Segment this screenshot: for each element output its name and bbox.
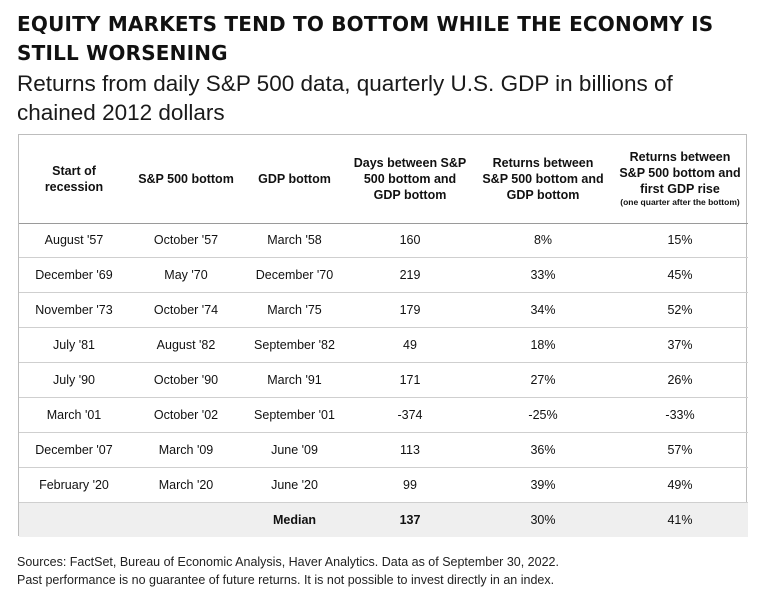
gdp-bottom-cell: June '20 [243, 467, 346, 503]
table-row: December '69 May '70 December '70 219 33% 45% [19, 257, 748, 294]
days-between-cell: 99 [346, 467, 474, 503]
start-of-recession-cell: December '69 [19, 257, 129, 294]
returns-first-gdp-rise-cell: 52% [612, 292, 748, 329]
recession-table: Start of recession S&P 500 bottom GDP bo… [18, 134, 748, 538]
median-returns-first-rise: 41% [612, 502, 748, 538]
returns-first-gdp-rise-cell: 45% [612, 257, 748, 294]
days-between-cell: 171 [346, 362, 474, 398]
returns-gdp-bottom-cell: 39% [474, 467, 612, 503]
header-gdp-bottom: GDP bottom [243, 135, 346, 224]
table-row: March '01 October '02 September '01 -374 -25… [19, 397, 748, 433]
header-returns-gdp-bottom: Returns between S&P 500 bottom and GDP b… [474, 135, 612, 224]
start-of-recession-cell: March '01 [19, 397, 129, 433]
table-row: August '57 October '57 March '58 160 8% 15% [19, 223, 748, 259]
days-between-cell: 179 [346, 292, 474, 329]
footer-sources: Sources: FactSet, Bureau of Economic Ana… [17, 555, 559, 569]
returns-gdp-bottom-cell: -25% [474, 397, 612, 433]
sp500-bottom-cell: October '90 [129, 362, 243, 398]
table-body: August '57 October '57 March '58 160 8% 15% De… [19, 223, 748, 538]
gdp-bottom-cell: March '58 [243, 223, 346, 259]
data-table: Start of recession S&P 500 bottom GDP bo… [19, 135, 748, 538]
header-start-of-recession: Start of recession [19, 135, 129, 224]
table-row: July '81 August '82 September '82 49 18% 37% [19, 327, 748, 364]
median-cell-empty [129, 502, 243, 538]
returns-first-gdp-rise-cell: 49% [612, 467, 748, 503]
returns-gdp-bottom-cell: 18% [474, 327, 612, 364]
days-between-cell: 113 [346, 432, 474, 468]
table-row: July '90 October '90 March '91 171 27% 26% [19, 362, 748, 398]
header-returns-first-gdp-rise: Returns between S&P 500 bottom and first… [612, 135, 748, 224]
start-of-recession-cell: July '90 [19, 362, 129, 398]
days-between-cell: 160 [346, 223, 474, 259]
footer: Sources: FactSet, Bureau of Economic Ana… [17, 553, 757, 589]
median-label: Median [243, 502, 346, 538]
gdp-bottom-cell: March '91 [243, 362, 346, 398]
returns-gdp-bottom-cell: 36% [474, 432, 612, 468]
chart-title: EQUITY MARKETS TEND TO BOTTOM WHILE THE … [17, 12, 714, 65]
returns-first-gdp-rise-cell: 57% [612, 432, 748, 468]
table-row: December '07 March '09 June '09 113 36% 57% [19, 432, 748, 468]
days-between-cell: 219 [346, 257, 474, 294]
median-cell-empty [19, 502, 129, 538]
returns-first-gdp-rise-cell: 37% [612, 327, 748, 364]
gdp-bottom-cell: March '75 [243, 292, 346, 329]
sp500-bottom-cell: October '74 [129, 292, 243, 329]
gdp-bottom-cell: December '70 [243, 257, 346, 294]
gdp-bottom-cell: September '82 [243, 327, 346, 364]
chart-subtitle: Returns from daily S&P 500 data, quarter… [17, 71, 673, 125]
table-row: February '20 March '20 June '20 99 39% 49% [19, 467, 748, 503]
start-of-recession-cell: November '73 [19, 292, 129, 329]
gdp-bottom-cell: September '01 [243, 397, 346, 433]
sp500-bottom-cell: March '09 [129, 432, 243, 468]
returns-first-gdp-rise-cell: 15% [612, 223, 748, 259]
footer-disclaimer: Past performance is no guarantee of futu… [17, 573, 555, 587]
returns-gdp-bottom-cell: 8% [474, 223, 612, 259]
start-of-recession-cell: February '20 [19, 467, 129, 503]
days-between-cell: -374 [346, 397, 474, 433]
start-of-recession-cell: July '81 [19, 327, 129, 364]
header-returns-first-gdp-rise-label: Returns between S&P 500 bottom and first… [619, 150, 741, 197]
median-returns-gdp-bottom: 30% [474, 502, 612, 538]
header-days-between: Days between S&P 500 bottom and GDP bott… [346, 135, 474, 224]
returns-gdp-bottom-cell: 27% [474, 362, 612, 398]
returns-gdp-bottom-cell: 34% [474, 292, 612, 329]
header-row: Start of recession S&P 500 bottom GDP bo… [19, 135, 748, 224]
median-days: 137 [346, 502, 474, 538]
median-row: Median 137 30% 41% [19, 502, 748, 538]
sp500-bottom-cell: October '57 [129, 223, 243, 259]
sp500-bottom-cell: March '20 [129, 467, 243, 503]
start-of-recession-cell: December '07 [19, 432, 129, 468]
gdp-bottom-cell: June '09 [243, 432, 346, 468]
sp500-bottom-cell: August '82 [129, 327, 243, 364]
days-between-cell: 49 [346, 327, 474, 364]
header-sp500-bottom: S&P 500 bottom [129, 135, 243, 224]
sp500-bottom-cell: May '70 [129, 257, 243, 294]
table-row: November '73 October '74 March '75 179 34% 52… [19, 292, 748, 329]
sp500-bottom-cell: October '02 [129, 397, 243, 433]
returns-first-gdp-rise-cell: 26% [612, 362, 748, 398]
returns-gdp-bottom-cell: 33% [474, 257, 612, 294]
returns-first-gdp-rise-cell: -33% [612, 397, 748, 433]
start-of-recession-cell: August '57 [19, 223, 129, 259]
header-note: (one quarter after the bottom) [620, 197, 740, 208]
